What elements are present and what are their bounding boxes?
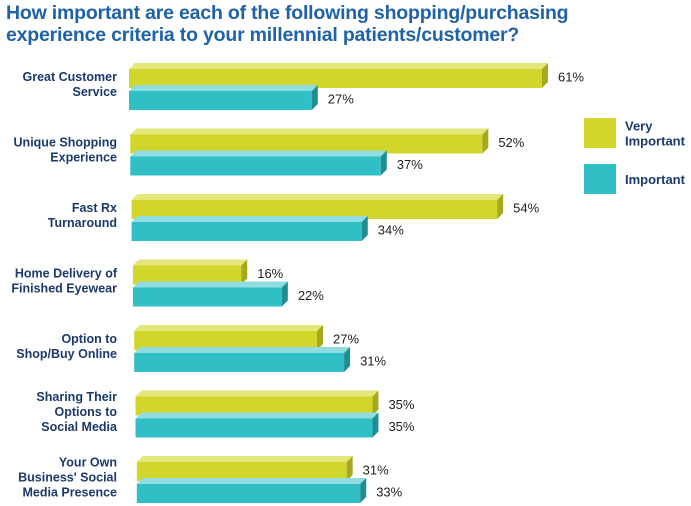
category-label-7-line-2: Business' Social bbox=[18, 471, 117, 485]
bar-side-very-important-1 bbox=[541, 63, 548, 88]
bar-important-5 bbox=[134, 353, 345, 372]
bar-very-important-6 bbox=[135, 396, 373, 416]
legend-label-very-important-line-2: Important bbox=[625, 134, 686, 149]
bar-side-important-7 bbox=[360, 478, 367, 503]
category-label-3-line-2: Turnaround bbox=[48, 216, 117, 230]
value-label-very-important-4: 16% bbox=[257, 266, 283, 281]
bar-very-important-7 bbox=[136, 462, 347, 481]
bar-side-very-important-7 bbox=[346, 456, 353, 481]
bar-very-important-3 bbox=[131, 200, 498, 219]
bar-side-important-1 bbox=[311, 85, 318, 110]
bar-top-important-2 bbox=[130, 150, 387, 157]
legend-swatch-very-important bbox=[584, 118, 616, 148]
value-label-important-5: 31% bbox=[360, 354, 386, 369]
bar-side-very-important-5 bbox=[316, 325, 323, 350]
category-label-5-line-1: Option to bbox=[61, 332, 117, 346]
value-label-very-important-1: 61% bbox=[558, 70, 584, 85]
bar-side-very-important-6 bbox=[372, 390, 379, 416]
value-label-important-7: 33% bbox=[376, 485, 402, 500]
category-label-2-line-2: Experience bbox=[50, 151, 117, 165]
bar-top-important-5 bbox=[134, 347, 351, 353]
chart-title-line-1: How important are each of the following … bbox=[6, 2, 569, 24]
bar-top-very-important-2 bbox=[130, 128, 489, 135]
bar-top-important-1 bbox=[129, 85, 318, 91]
chart-title: How important are each of the following … bbox=[6, 2, 686, 46]
bar-top-very-important-6 bbox=[135, 390, 379, 397]
value-label-important-6: 35% bbox=[388, 419, 414, 434]
bar-top-very-important-4 bbox=[132, 259, 248, 266]
category-label-6-line-1: Sharing Their bbox=[36, 390, 117, 404]
category-label-6-line-3: Social Media bbox=[41, 420, 118, 434]
category-label-7-line-3: Media Presence bbox=[23, 486, 118, 500]
bar-very-important-2 bbox=[130, 134, 483, 154]
bar-top-important-4 bbox=[132, 281, 288, 288]
bar-side-important-6 bbox=[372, 412, 379, 438]
bar-side-important-3 bbox=[361, 216, 368, 241]
legend-label-important-line-1: Important bbox=[625, 172, 686, 187]
bar-very-important-5 bbox=[134, 331, 317, 350]
bar-important-4 bbox=[132, 287, 282, 307]
bar-side-important-4 bbox=[281, 281, 288, 307]
bar-side-very-important-2 bbox=[482, 128, 489, 154]
bar-side-very-important-3 bbox=[497, 194, 504, 219]
bar-side-important-2 bbox=[380, 150, 387, 176]
category-label-1-line-1: Great Customer bbox=[23, 70, 118, 84]
bar-important-7 bbox=[136, 484, 361, 503]
value-label-very-important-3: 54% bbox=[513, 201, 539, 216]
category-label-3-line-1: Fast Rx bbox=[72, 201, 117, 215]
value-label-important-3: 34% bbox=[378, 223, 404, 238]
bar-top-important-3 bbox=[131, 216, 368, 222]
bar-top-very-important-3 bbox=[131, 194, 504, 200]
bar-top-important-7 bbox=[136, 478, 367, 484]
category-label-4-line-1: Home Delivery of bbox=[15, 267, 118, 281]
bar-top-very-important-7 bbox=[136, 456, 353, 462]
bar-top-very-important-1 bbox=[129, 63, 548, 69]
category-label-7-line-1: Your Own bbox=[59, 456, 117, 470]
bar-side-very-important-4 bbox=[241, 259, 248, 285]
value-label-very-important-5: 27% bbox=[333, 332, 359, 347]
value-label-very-important-7: 31% bbox=[363, 463, 389, 478]
bar-top-very-important-5 bbox=[134, 325, 323, 331]
bar-important-2 bbox=[130, 156, 381, 176]
category-label-1-line-2: Service bbox=[73, 85, 118, 99]
bar-important-6 bbox=[135, 418, 373, 438]
category-label-6-line-2: Options to bbox=[55, 405, 118, 419]
bar-top-important-6 bbox=[135, 412, 379, 419]
category-label-2-line-1: Unique Shopping bbox=[14, 136, 117, 150]
category-label-4-line-2: Finished Eyewear bbox=[11, 282, 117, 296]
bar-side-important-5 bbox=[344, 347, 351, 372]
chart-title-line-2: experience criteria to your millennial p… bbox=[6, 24, 520, 46]
value-label-very-important-2: 52% bbox=[498, 135, 524, 150]
legend-label-very-important-line-1: Very bbox=[625, 119, 653, 134]
category-label-5-line-2: Shop/Buy Online bbox=[16, 347, 117, 361]
value-label-important-4: 22% bbox=[298, 288, 324, 303]
value-label-important-2: 37% bbox=[397, 157, 423, 172]
bar-important-1 bbox=[129, 91, 312, 110]
bar-very-important-1 bbox=[129, 69, 542, 88]
legend-swatch-important bbox=[584, 164, 616, 194]
value-label-very-important-6: 35% bbox=[388, 397, 414, 412]
bar-important-3 bbox=[131, 222, 362, 241]
bar-very-important-4 bbox=[132, 265, 242, 285]
value-label-important-1: 27% bbox=[328, 92, 354, 107]
